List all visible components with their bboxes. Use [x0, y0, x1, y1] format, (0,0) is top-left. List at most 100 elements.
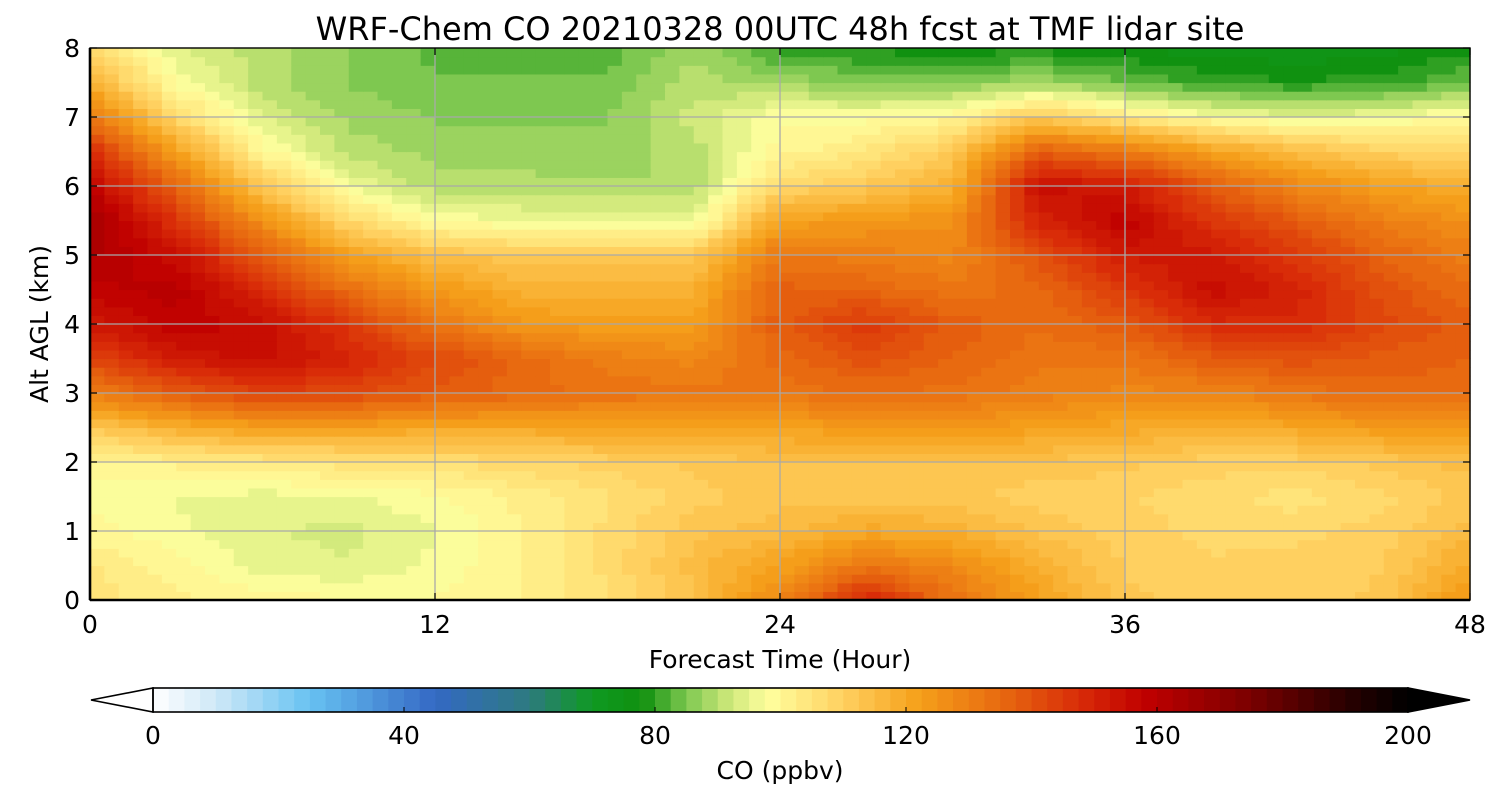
- heatmap-cell: [650, 306, 666, 316]
- heatmap-cell: [693, 151, 709, 161]
- heatmap-cell: [722, 591, 738, 601]
- heatmap-cell: [923, 436, 939, 446]
- heatmap-cell: [794, 487, 810, 498]
- heatmap-cell: [693, 591, 709, 601]
- heatmap-cell: [1110, 531, 1126, 541]
- heatmap-cell: [564, 393, 580, 403]
- heatmap-cell: [1268, 393, 1284, 403]
- heatmap-cell: [334, 315, 350, 325]
- heatmap-cell: [981, 401, 997, 411]
- heatmap-cell: [1426, 358, 1442, 368]
- heatmap-cell: [1110, 229, 1126, 239]
- heatmap-cell: [1283, 263, 1299, 273]
- heatmap-cell: [1024, 324, 1040, 334]
- heatmap-cell: [1441, 470, 1457, 480]
- heatmap-cell: [1010, 255, 1025, 265]
- heatmap-cell: [1125, 168, 1140, 178]
- heatmap-cell: [521, 479, 537, 489]
- heatmap-cell: [205, 186, 220, 196]
- heatmap-cell: [866, 462, 882, 472]
- heatmap-cell: [1053, 539, 1069, 549]
- heatmap-cell: [147, 220, 163, 230]
- heatmap-cell: [506, 444, 522, 454]
- heatmap-cell: [880, 548, 896, 558]
- heatmap-cell: [391, 168, 407, 178]
- heatmap-cell: [1125, 289, 1140, 299]
- heatmap-cell: [1182, 306, 1198, 316]
- heatmap-cell: [104, 211, 120, 222]
- heatmap-cell: [305, 246, 321, 256]
- heatmap-cell: [650, 229, 666, 239]
- heatmap-cell: [305, 280, 321, 291]
- heatmap-cell: [722, 341, 738, 351]
- heatmap-cell: [1211, 186, 1227, 196]
- heatmap-cell: [837, 306, 853, 316]
- heatmap-cell: [923, 462, 939, 472]
- heatmap-cell: [995, 349, 1011, 360]
- heatmap-cell: [1369, 349, 1385, 360]
- heatmap-cell: [636, 332, 652, 342]
- heatmap-cell: [492, 539, 508, 549]
- heatmap-cell: [1211, 531, 1227, 541]
- heatmap-cell: [837, 203, 853, 213]
- heatmap-cell: [621, 324, 637, 334]
- heatmap-cell: [693, 177, 709, 187]
- heatmap-cell: [751, 298, 767, 308]
- heatmap-cell: [377, 168, 393, 178]
- heatmap-cell: [248, 229, 264, 239]
- heatmap-cell: [1355, 306, 1370, 316]
- heatmap-cell: [736, 470, 752, 480]
- heatmap-cell: [1225, 375, 1241, 385]
- heatmap-cell: [1081, 410, 1097, 420]
- heatmap-cell: [1225, 280, 1241, 291]
- heatmap-cell: [880, 229, 896, 239]
- heatmap-cell: [751, 393, 767, 403]
- heatmap-cell: [981, 462, 997, 472]
- heatmap-cell: [1182, 479, 1198, 489]
- heatmap-cell: [219, 427, 235, 437]
- heatmap-cell: [1254, 470, 1270, 480]
- heatmap-cell: [161, 427, 177, 437]
- heatmap-cell: [1383, 556, 1399, 567]
- heatmap-cell: [1297, 280, 1313, 291]
- heatmap-cell: [435, 444, 450, 454]
- heatmap-cell: [1038, 418, 1054, 429]
- heatmap-cell: [1297, 298, 1313, 308]
- heatmap-cell: [1110, 436, 1126, 446]
- heatmap-cell: [1355, 565, 1370, 575]
- heatmap-cell: [1125, 531, 1140, 541]
- heatmap-cell: [621, 427, 637, 437]
- heatmap-cell: [147, 168, 163, 178]
- heatmap-cell: [851, 298, 867, 308]
- heatmap-cell: [1125, 522, 1140, 532]
- heatmap-cell: [1268, 151, 1284, 161]
- heatmap-cell: [521, 168, 537, 178]
- heatmap-cell: [449, 591, 465, 601]
- heatmap-cell: [478, 393, 494, 403]
- heatmap-cell: [1455, 246, 1471, 256]
- heatmap-cell: [1096, 358, 1112, 368]
- heatmap-cell: [161, 220, 177, 230]
- heatmap-cell: [708, 522, 724, 532]
- heatmap-cell: [665, 548, 680, 558]
- heatmap-cell: [1168, 531, 1184, 541]
- heatmap-cell: [478, 505, 494, 515]
- heatmap-cell: [248, 272, 264, 282]
- heatmap-cell: [1283, 349, 1299, 360]
- heatmap-cell: [104, 522, 120, 532]
- heatmap-cell: [1326, 177, 1342, 187]
- heatmap-cell: [866, 591, 882, 601]
- heatmap-cell: [1153, 255, 1169, 265]
- heatmap-cell: [923, 522, 939, 532]
- heatmap-cell: [1125, 582, 1140, 592]
- heatmap-cell: [1038, 211, 1054, 222]
- heatmap-cell: [1283, 522, 1299, 532]
- heatmap-cell: [1412, 186, 1428, 196]
- heatmap-cell: [1311, 410, 1327, 420]
- heatmap-cell: [1081, 393, 1097, 403]
- heatmap-cell: [578, 522, 594, 532]
- heatmap-cell: [593, 306, 609, 316]
- heatmap-cell: [1326, 436, 1342, 446]
- heatmap-cell: [1182, 393, 1198, 403]
- heatmap-cell: [320, 194, 335, 204]
